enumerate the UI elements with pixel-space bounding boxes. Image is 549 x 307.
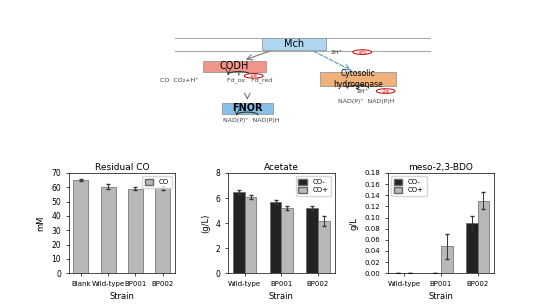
Text: CODH: CODH — [220, 61, 249, 71]
Y-axis label: mM: mM — [37, 216, 46, 231]
Bar — [306, 208, 318, 273]
Text: CO  CO₂+H⁺: CO CO₂+H⁺ — [160, 77, 199, 83]
FancyBboxPatch shape — [262, 38, 326, 50]
Y-axis label: (g/L): (g/L) — [201, 213, 210, 233]
Text: Mch: Mch — [284, 39, 304, 49]
Bar — [128, 189, 143, 273]
Title: Residual CO: Residual CO — [94, 163, 149, 172]
Text: Cytosolic
hydrogenase: Cytosolic hydrogenase — [333, 69, 383, 89]
Text: Fd_ox   Fd_red: Fd_ox Fd_red — [227, 78, 272, 84]
Bar — [155, 188, 170, 273]
Circle shape — [353, 50, 372, 54]
Circle shape — [376, 89, 395, 93]
X-axis label: Strain: Strain — [428, 293, 453, 301]
Title: meso-2,3-BDO: meso-2,3-BDO — [408, 163, 473, 172]
Text: +H₂: +H₂ — [357, 50, 367, 55]
Bar — [318, 221, 330, 273]
Circle shape — [244, 73, 263, 78]
Bar — [74, 180, 88, 273]
Text: 2H⁺: 2H⁺ — [330, 50, 343, 55]
Legend: CO: CO — [142, 177, 171, 188]
Text: FNOR: FNOR — [232, 103, 262, 113]
Text: 2H⁺: 2H⁺ — [356, 89, 368, 94]
X-axis label: Strain: Strain — [269, 293, 294, 301]
Legend: CO-, CO+: CO-, CO+ — [295, 177, 331, 196]
FancyBboxPatch shape — [203, 60, 266, 72]
Bar — [245, 197, 256, 273]
Bar — [466, 223, 478, 273]
Bar — [270, 202, 282, 273]
Bar — [100, 187, 116, 273]
Text: -2e: -2e — [250, 73, 257, 78]
FancyBboxPatch shape — [320, 72, 396, 86]
Bar — [441, 247, 452, 273]
Title: Acetate: Acetate — [264, 163, 299, 172]
FancyBboxPatch shape — [222, 103, 273, 114]
Bar — [478, 201, 489, 273]
X-axis label: Strain: Strain — [109, 293, 135, 301]
Bar — [233, 192, 245, 273]
Y-axis label: g/L: g/L — [350, 217, 359, 230]
Text: NAD(P)⁺  NAD(P)H: NAD(P)⁺ NAD(P)H — [223, 118, 280, 123]
Text: -2e: -2e — [382, 88, 390, 94]
Legend: CO-, CO+: CO-, CO+ — [391, 177, 427, 196]
Bar — [282, 208, 293, 273]
Text: NAD(P)⁺  NAD(P)H: NAD(P)⁺ NAD(P)H — [338, 99, 395, 104]
